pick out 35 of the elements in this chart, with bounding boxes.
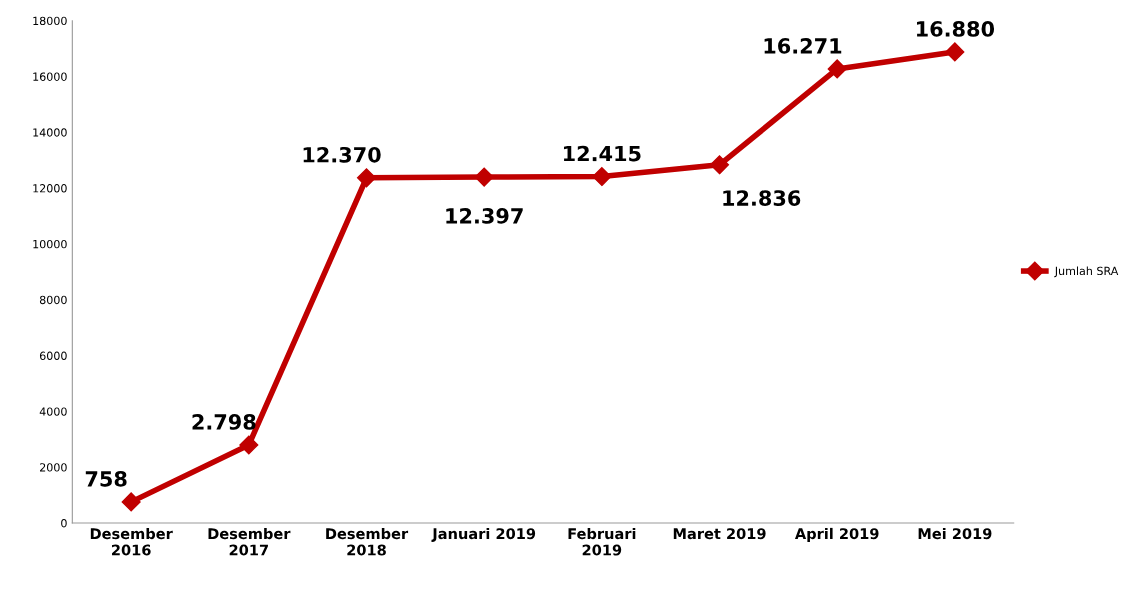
- y-tick-label: 16000: [33, 72, 67, 81]
- point: [827, 59, 847, 79]
- y-tick-label: 18000: [33, 16, 67, 26]
- text: 758: [85, 470, 127, 487]
- y-tick-label: 6000: [39, 351, 67, 360]
- y-tick-label: 4000: [39, 407, 67, 416]
- point: [474, 167, 494, 187]
- x-tick-label: Desember 2016: [90, 527, 173, 556]
- point: [356, 168, 377, 188]
- x-tick-label: Desember 2017: [208, 527, 291, 556]
- point: [121, 492, 141, 512]
- text: 16.271: [764, 38, 842, 54]
- x-tick-label: Januari 2019: [431, 527, 536, 542]
- text: 12.370: [303, 146, 381, 163]
- point: [239, 435, 259, 455]
- text: 16.880: [917, 21, 995, 37]
- x-tick-label: Maret 2019: [673, 528, 766, 540]
- y-tick-label: 14000: [33, 128, 67, 137]
- legend-label: Jumlah SRA: [1054, 266, 1119, 278]
- text: 2.798: [192, 414, 256, 430]
- x-tick-label: April 2019: [794, 527, 879, 543]
- x-tick-label: Mei 2019: [918, 527, 992, 540]
- point: [709, 155, 730, 175]
- text: 12.415: [563, 145, 641, 162]
- text: 12.397: [446, 207, 523, 224]
- y-tick-label: 12000: [33, 184, 67, 193]
- text: 12.836: [723, 190, 801, 206]
- y-tick-label: 8000: [39, 295, 67, 305]
- point: [592, 167, 612, 187]
- point: [945, 42, 965, 62]
- y-tick-label: 0: [61, 519, 67, 528]
- y-tick-label: 2000: [40, 463, 67, 472]
- y-tick-label: 10000: [33, 239, 67, 249]
- x-tick-label: Desember 2018: [326, 527, 409, 556]
- x-tick-label: Februari 2019: [568, 527, 636, 556]
